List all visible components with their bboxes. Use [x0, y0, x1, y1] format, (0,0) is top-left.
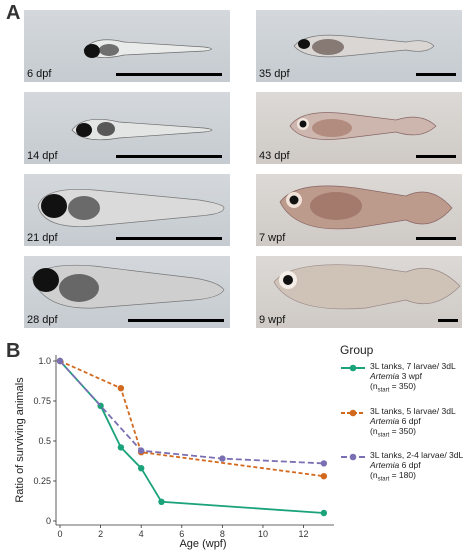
- panel-a-label: A: [6, 2, 21, 24]
- legend-n-suffix: = 180): [389, 470, 416, 481]
- y-axis-label: Ratio of surviving animals: [14, 377, 26, 503]
- y-tick-label: 1.0: [38, 356, 51, 366]
- scale-bar: [116, 155, 222, 158]
- fish-7wpf-drawing: [279, 185, 453, 230]
- fish-9wpf-drawing: [273, 264, 461, 310]
- y-tick-label: 0.75: [33, 396, 51, 406]
- chart-axes: 0 0.25 0.5 0.75 1.0 0 2 4 6 8 10 12: [33, 355, 334, 539]
- legend-line2-rest: 6 dpf: [399, 415, 421, 426]
- legend-artemia: Artemia: [370, 415, 400, 426]
- legend-swatch: [341, 409, 365, 416]
- data-point: [219, 455, 226, 462]
- data-point: [117, 385, 125, 392]
- series-line: [59, 360, 324, 514]
- photo-43dpf: 43 dpf: [256, 92, 462, 164]
- photo-age-label: 6 dpf: [27, 68, 52, 80]
- data-point: [320, 473, 328, 480]
- legend-n-sub: start: [377, 387, 390, 394]
- photo-age-label: 9 wpf: [259, 314, 286, 326]
- legend-n-prefix: (n: [370, 425, 378, 436]
- legend-swatch: [341, 454, 365, 461]
- scale-bar: [116, 73, 222, 76]
- fish-35dpf-drawing: [293, 34, 435, 58]
- photo-21dpf: 21 dpf: [24, 174, 230, 246]
- larva-14dpf-drawing: [71, 119, 213, 141]
- fish-43dpf-drawing: [289, 112, 437, 140]
- legend-line2-rest: 6 dpf: [399, 460, 421, 471]
- photo-age-label: 35 dpf: [259, 68, 290, 80]
- data-point: [137, 447, 145, 454]
- scale-bar: [416, 73, 456, 76]
- larva-28dpf-drawing: [31, 264, 225, 309]
- x-tick-label: 4: [139, 529, 144, 539]
- scale-bar: [128, 319, 224, 322]
- photo-6dpf: 6 dpf: [24, 10, 230, 82]
- y-tick-label: 0.5: [38, 436, 51, 446]
- photo-age-label: 28 dpf: [27, 314, 58, 326]
- legend-n: (nstart = 350): [370, 381, 474, 396]
- photo-9wpf: 9 wpf: [256, 256, 462, 328]
- legend-line2-rest: 3 wpf: [399, 371, 422, 381]
- legend-line2: Artemia 6 dpf: [370, 460, 474, 470]
- legend-line2: Artemia 6 dpf: [370, 416, 474, 426]
- legend-line2: Artemia 3 wpf: [370, 371, 474, 381]
- series-line: [59, 360, 324, 478]
- x-tick-label: 12: [299, 529, 309, 539]
- legend-artemia: Artemia: [370, 460, 400, 471]
- x-tick-label: 6: [179, 529, 184, 539]
- photo-14dpf: 14 dpf: [24, 92, 230, 164]
- photo-28dpf: 28 dpf: [24, 256, 230, 328]
- series-line: [59, 360, 324, 465]
- legend-n: (nstart = 350): [370, 426, 474, 441]
- survival-chart: 0 0.25 0.5 0.75 1.0 0 2 4 6 8 10 12 Ratio of surviv…: [14, 355, 334, 550]
- legend-item-green: 3L tanks, 7 larvae/ 3dL Artemia 3 wpf (n…: [340, 361, 474, 396]
- legend-n-suffix: = 350): [389, 381, 416, 391]
- photo-age-label: 7 wpf: [259, 232, 286, 244]
- photo-7wpf: 7 wpf: [256, 174, 462, 246]
- legend-n-prefix: (n: [370, 381, 378, 391]
- y-tick-label: 0.25: [33, 476, 51, 486]
- legend-line1: 3L tanks, 7 larvae/ 3dL: [370, 361, 456, 371]
- data-point: [320, 509, 328, 517]
- legend-n-sub: start: [377, 477, 390, 484]
- photo-age-label: 14 dpf: [27, 150, 58, 162]
- data-point: [137, 465, 145, 472]
- larva-21dpf-drawing: [37, 189, 225, 227]
- legend-artemia: Artemia: [370, 371, 400, 381]
- x-tick-label: 8: [220, 529, 225, 539]
- legend-n-suffix: = 350): [389, 425, 416, 436]
- y-tick-label: 0: [46, 516, 51, 526]
- data-point: [117, 444, 125, 451]
- scale-bar: [416, 237, 456, 240]
- photo-35dpf: 35 dpf: [256, 10, 462, 82]
- legend-n-sub: start: [377, 432, 390, 439]
- data-point: [158, 498, 165, 505]
- x-tick-label: 0: [57, 529, 62, 539]
- scale-bar: [416, 155, 456, 158]
- scale-bar: [438, 319, 458, 322]
- x-tick-label: 2: [98, 529, 103, 539]
- legend-n-prefix: (n: [370, 470, 378, 481]
- data-point: [56, 357, 64, 365]
- legend-swatch: [341, 364, 365, 372]
- chart-series: [56, 357, 328, 517]
- panel-b-label: B: [6, 340, 21, 362]
- legend-n: (nstart = 180): [370, 470, 474, 485]
- photo-age-label: 43 dpf: [259, 150, 290, 162]
- data-point: [320, 460, 328, 467]
- x-tick-label: 10: [258, 529, 268, 539]
- larva-6dpf-drawing: [83, 39, 212, 58]
- x-axis-label: Age (wpf): [179, 538, 226, 550]
- scale-bar: [116, 237, 222, 240]
- legend-line1: 3L tanks, 2-4 larvae/ 3dL: [370, 450, 464, 461]
- photo-age-label: 21 dpf: [27, 232, 58, 244]
- legend-line1: 3L tanks, 5 larvae/ 3dL: [370, 405, 456, 416]
- chart-legend: Group 3L tanks, 7 larvae/ 3dL Artemia 3 …: [340, 343, 474, 495]
- legend-item-orange: 3L tanks, 5 larvae/ 3dL Artemia 6 dpf (n…: [340, 406, 474, 441]
- legend-title: Group: [340, 343, 374, 357]
- legend-item-purple: 3L tanks, 2-4 larvae/ 3dL Artemia 6 dpf …: [340, 450, 474, 485]
